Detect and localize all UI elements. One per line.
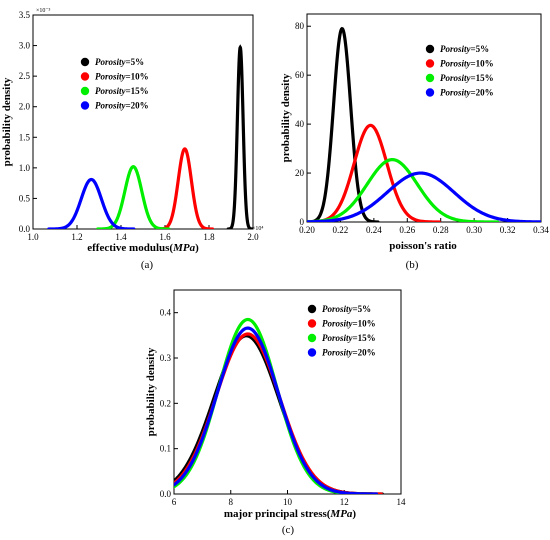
chart-panel-2: 0.20 0.22 0.24 0.26 0.28 0.30 0.32 0.34 0 20 40 60 8… [280,13,549,271]
y-tick-label: 1.0 [19,163,31,173]
legend-marker [425,44,435,54]
legend: Porosity=5% Porosity=10% Porosity=15% Poros… [307,304,376,358]
series-line-4 [174,326,379,494]
legend-marker [80,86,90,96]
y-tick-label: 0.1 [160,444,171,454]
y-tick-label: 80 [295,21,305,31]
legend-label: Porosity=15% [440,73,494,83]
panel-label: (b) [406,259,419,271]
y-tick-label: 0.5 [19,193,31,203]
panel-label: (a) [141,259,154,271]
legend-marker [425,73,435,83]
y-tick-label: 0.3 [160,353,172,363]
legend-marker [425,88,435,97]
y-tick-label: 40 [295,119,305,129]
series-line-1 [226,44,253,229]
x-tick-label: 0.28 [433,225,449,235]
x-tick-label: 0.32 [500,225,516,235]
legend-label: Porosity=10% [322,319,376,329]
y-tick-label: 0 [300,217,305,227]
y-tick-label: 20 [295,168,305,178]
x-tick-label: 0.24 [366,225,382,235]
x-tick-label: 12 [340,497,349,507]
y-tick-label: 0.4 [160,308,172,318]
series-line-4 [307,171,541,222]
x-tick-label: 1.4 [115,232,127,242]
series-line-3 [96,164,171,229]
x-axis-title: effective modulus(MPa) [87,242,199,254]
x-tick-label: 0.26 [399,225,415,235]
y-axis-title: probability density [1,77,13,166]
x-tick-label: 14 [397,497,407,507]
y-tick-label: 1.5 [19,132,31,142]
x-tick-label: 1.2 [71,232,82,242]
legend: Porosity=5% Porosity=10% Porosity=15% Poros… [425,44,494,98]
legend-label: Porosity=5% [95,57,144,67]
series-line-2 [155,147,215,229]
y-tick-label: 0.2 [160,398,171,408]
x-tick-label: 1.8 [203,232,215,242]
legend-label: Porosity=5% [440,44,489,54]
legend-marker [425,59,435,68]
legend-label: Porosity=10% [440,59,494,69]
x-axis-title: major principal stress(MPa) [224,508,357,520]
legend-label: Porosity=5% [322,304,371,314]
series-line-1 [307,26,380,222]
x-tick-label: 0.20 [299,225,315,235]
x-tick-label: 10 [283,497,293,507]
x-tick-label: 1.0 [27,232,39,242]
y-tick-label: 60 [295,70,305,80]
series-line-3 [307,158,500,222]
legend-marker [307,333,317,343]
y-scale-label: ×10⁻³ [36,8,51,14]
legend-marker [307,319,317,328]
legend: Porosity=5% Porosity=10% Porosity=15% Poros… [80,57,149,111]
chart-panel-1: 1.0 1.2 1.4 1.6 1.8 2.0 0.0 0.5 1.0 1.5 2.0 2.5 3.0 3… [1,8,263,271]
legend-label: Porosity=15% [322,333,376,343]
legend-label: Porosity=20% [95,101,149,111]
x-scale-label: ×10⁴ [252,226,263,232]
legend-marker [307,304,317,314]
series-line-4 [47,177,136,229]
x-tick-label: 0.30 [466,225,482,235]
legend-marker [307,348,317,357]
series-line-2 [174,332,383,494]
panel-label: (c) [282,524,295,536]
x-tick-label: 0.34 [533,225,549,235]
legend-label: Porosity=20% [322,348,376,358]
legend-label: Porosity=10% [95,72,149,82]
plot-frame [32,14,254,230]
legend-marker [80,72,90,81]
y-tick-label: 3.5 [19,10,31,20]
x-tick-label: 8 [229,497,234,507]
plot-frame [306,13,542,223]
x-tick-label: 6 [172,497,177,507]
y-tick-label: 2.0 [19,102,31,112]
legend-label: Porosity=15% [95,86,149,96]
y-tick-label: 2.5 [19,71,31,81]
x-tick-label: 0.22 [333,225,349,235]
y-tick-label: 0.0 [160,489,172,499]
series-line-3 [174,317,373,494]
legend-label: Porosity=20% [440,88,494,98]
x-tick-label: 2.0 [247,232,259,242]
y-axis-title: probability density [280,73,292,162]
y-axis-title: probability density [145,347,157,436]
legend-marker [80,101,90,110]
series-line-1 [174,334,384,494]
x-tick-label: 1.6 [159,232,171,242]
y-tick-label: 3.0 [19,41,31,51]
chart-panel-3: 6 8 10 12 14 0.0 0.1 0.2 0.3 0.4 major principal s… [145,289,407,536]
x-axis-title: poisson's ratio [389,240,457,252]
legend-marker [80,57,90,67]
y-tick-label: 0.0 [19,224,31,234]
